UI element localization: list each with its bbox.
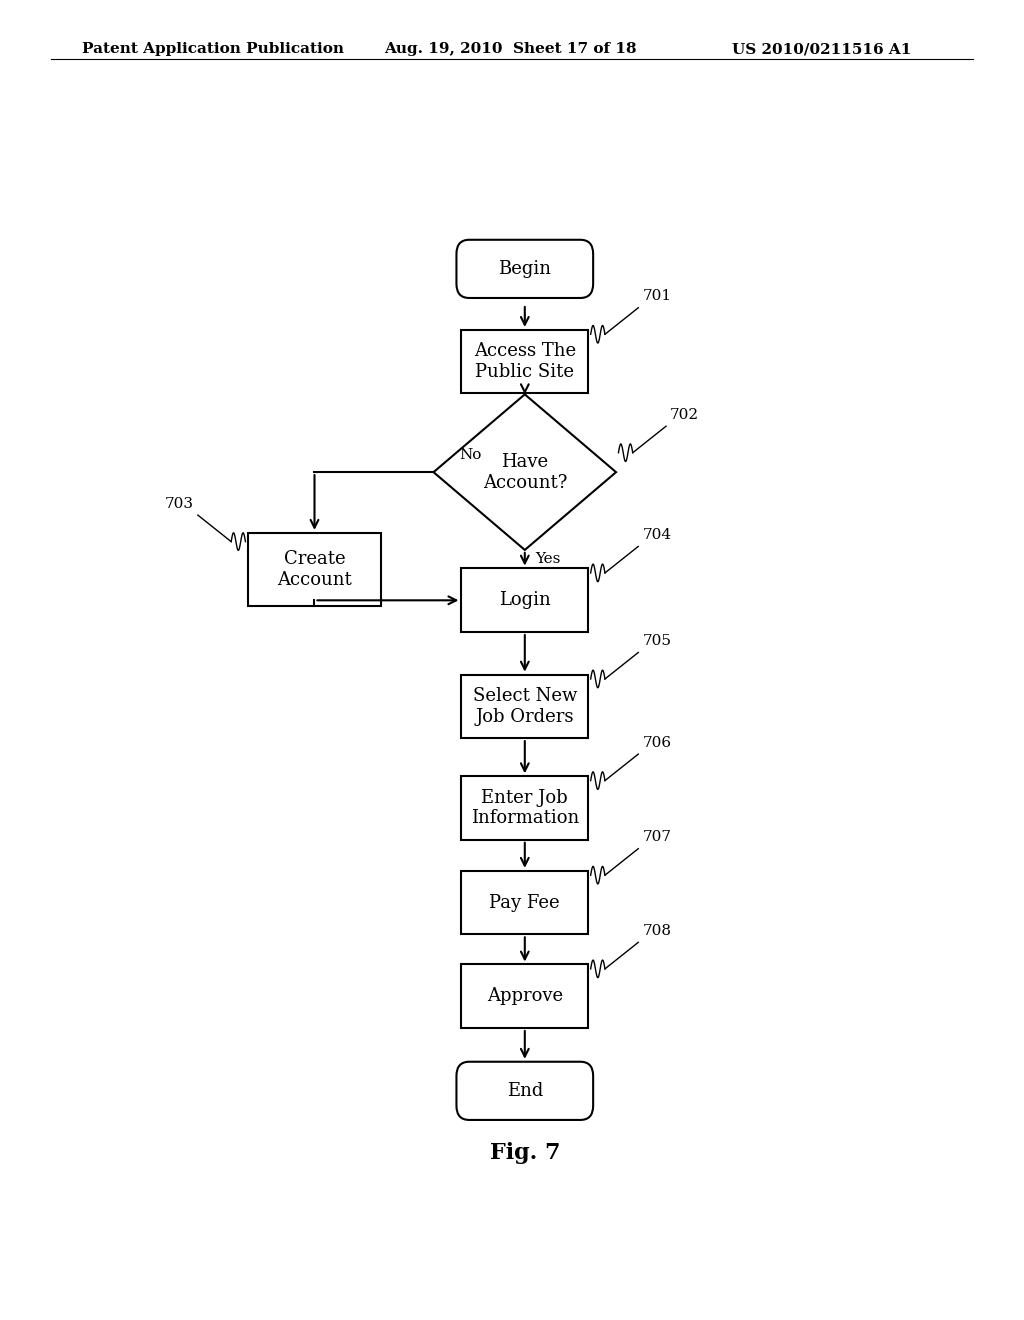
Bar: [461, 569, 588, 632]
Bar: [461, 330, 588, 393]
Text: Fig. 7: Fig. 7: [489, 1142, 560, 1164]
Text: Access The
Public Site: Access The Public Site: [474, 342, 575, 381]
Bar: [461, 871, 588, 935]
Text: 702: 702: [670, 408, 699, 422]
Text: Patent Application Publication: Patent Application Publication: [82, 42, 344, 57]
FancyBboxPatch shape: [457, 1061, 593, 1119]
Text: Create
Account: Create Account: [278, 550, 352, 589]
Text: Enter Job
Information: Enter Job Information: [471, 788, 579, 828]
Text: 703: 703: [165, 496, 194, 511]
Text: Begin: Begin: [499, 260, 551, 279]
FancyBboxPatch shape: [457, 240, 593, 298]
Text: Select New
Job Orders: Select New Job Orders: [473, 686, 577, 726]
Text: Login: Login: [499, 591, 551, 610]
Text: Have
Account?: Have Account?: [482, 453, 567, 491]
Text: Aug. 19, 2010  Sheet 17 of 18: Aug. 19, 2010 Sheet 17 of 18: [384, 42, 637, 57]
Bar: [461, 675, 588, 738]
Text: 701: 701: [642, 289, 672, 304]
Text: Pay Fee: Pay Fee: [489, 894, 560, 912]
Bar: [461, 776, 588, 840]
Text: End: End: [507, 1082, 543, 1100]
Text: Yes: Yes: [536, 552, 560, 566]
Text: US 2010/0211516 A1: US 2010/0211516 A1: [732, 42, 911, 57]
Text: 706: 706: [642, 735, 672, 750]
Text: 705: 705: [642, 634, 672, 648]
Bar: [248, 533, 381, 606]
Text: 707: 707: [642, 830, 672, 845]
Text: 708: 708: [642, 924, 672, 939]
Bar: [461, 965, 588, 1028]
Text: 704: 704: [642, 528, 672, 543]
Polygon shape: [433, 395, 616, 550]
Text: Approve: Approve: [486, 987, 563, 1006]
Text: No: No: [459, 447, 481, 462]
